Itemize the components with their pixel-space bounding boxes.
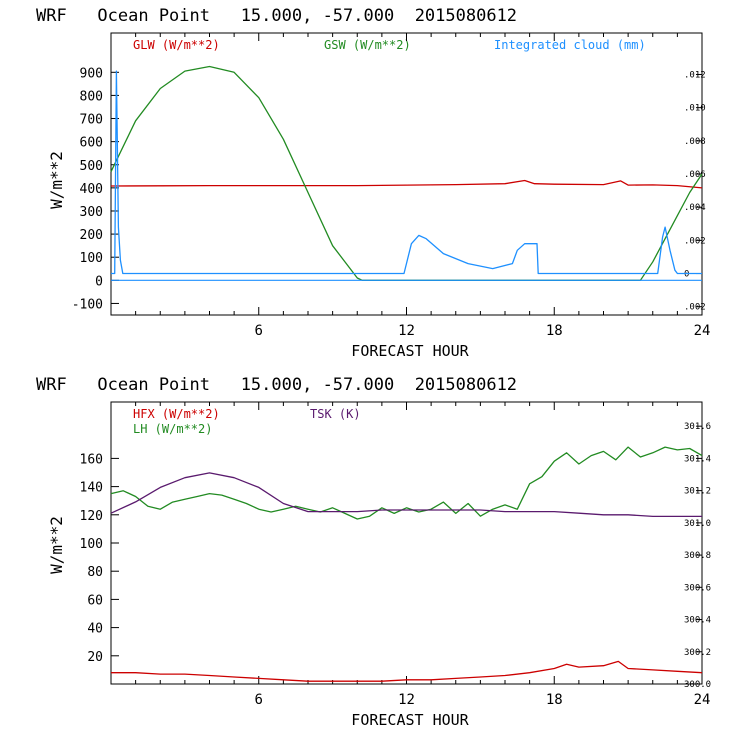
y-tick-label: 140 [80,481,103,496]
x-tick-label: 6 [255,692,263,708]
y2-tick-label: .006 [684,170,706,180]
x-tick-label: 18 [546,323,563,339]
y2-tick-label: .002 [684,303,706,313]
plot-frame [110,32,703,316]
plot-frame [110,401,703,685]
y-tick-label: 0 [95,274,103,289]
series-line-gsw [110,65,703,281]
y2-tick-label: .008 [684,137,706,147]
y-tick-label: 160 [80,452,103,467]
y-tick-label: 20 [87,650,103,665]
series-line-lh [110,446,703,520]
legend-tsk: TSK (K) [310,407,361,421]
y2-tick-label: .004 [684,203,706,213]
x-tick-label: 12 [398,323,415,339]
y-tick-label: 120 [80,509,103,524]
y-tick-label: 40 [87,622,103,637]
legend-hfx: HFX (W/m**2) [133,407,220,421]
x-tick-label: 6 [255,323,263,339]
y2-tick-label: 301.4 [684,454,711,464]
chart-title: WRF Ocean Point 15.000, -57.000 20150806… [36,6,517,26]
y2-tick-label: 300.8 [684,551,711,561]
series-line-glw [110,179,703,189]
y2-tick-label: 300.4 [684,616,711,626]
chart-title: WRF Ocean Point 15.000, -57.000 20150806… [36,375,517,395]
series-line-tsk [110,472,702,518]
x-tick-label: 24 [694,692,711,708]
y2-tick-label: 300.2 [684,648,711,658]
y2-tick-label: 0 [684,270,689,280]
x-tick-label: 12 [398,692,415,708]
legend-lh: LH (W/m**2) [133,422,212,436]
x-tick-label: 18 [546,692,563,708]
y2-tick-label: .002 [684,236,706,246]
y-tick-label: 60 [87,593,103,608]
y-axis-title: W/m**2 [47,151,66,209]
y-tick-label: 80 [87,565,103,580]
y-tick-label: 600 [80,136,103,151]
y-axis-title: W/m**2 [47,516,66,574]
y2-tick-label: 301.6 [684,422,711,432]
y-tick-label: 500 [80,159,103,174]
y-tick-label: 900 [80,66,103,81]
legend-cloud: Integrated cloud (mm) [494,38,646,52]
legend-glw: GLW (W/m**2) [133,38,220,52]
y2-tick-label: .010 [684,104,706,114]
x-axis-title: FORECAST HOUR [351,711,469,729]
y-tick-label: 700 [80,113,103,128]
y-tick-label: 100 [80,537,103,552]
series-line-integrated [111,70,702,275]
radiation-cloud-panel: WRF Ocean Point 15.000, -57.000 20150806… [36,6,710,360]
x-axis-title: FORECAST HOUR [351,342,469,360]
y2-tick-label: 301.0 [684,519,711,529]
series-line-hfx [111,660,703,682]
y2-tick-label: 301.2 [684,487,711,497]
y-tick-label: 800 [80,89,103,104]
y-tick-label: 200 [80,228,103,243]
y-tick-label: 300 [80,205,103,220]
legend-gsw: GSW (W/m**2) [324,38,411,52]
y2-tick-label: 300.0 [684,680,711,690]
fluxes-skin-temp-panel: WRF Ocean Point 15.000, -57.000 20150806… [36,375,711,729]
y-tick-label: -100 [72,297,103,312]
y2-tick-label: .012 [684,70,706,80]
y2-tick-label: 300.6 [684,583,711,593]
y-tick-label: 400 [80,182,103,197]
y-tick-label: 100 [80,251,103,266]
x-tick-label: 24 [694,323,711,339]
